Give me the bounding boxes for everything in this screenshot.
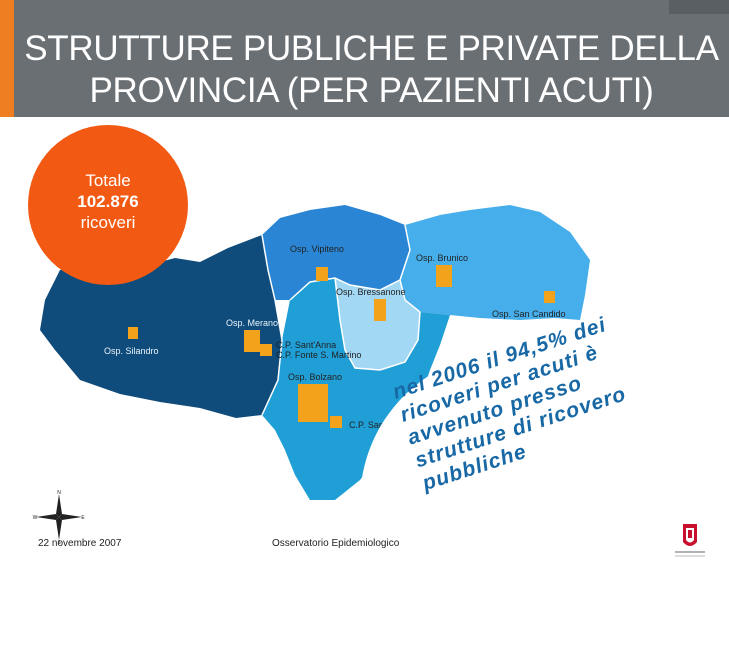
compass-w: W <box>33 515 38 521</box>
district-east <box>400 205 590 320</box>
total-admissions-badge: Totale 102.876 ricoveri <box>28 125 188 285</box>
title-accent <box>0 0 14 117</box>
marker-san-candido <box>544 291 555 303</box>
district-borders <box>261 224 421 416</box>
marker-merano <box>244 330 260 352</box>
marker-brunico <box>436 265 452 287</box>
title-line-2: PROVINCIA (PER PAZIENTI ACUTI) <box>89 71 654 110</box>
compass-s: S <box>57 540 61 544</box>
total-unit: ricoveri <box>80 213 136 232</box>
title-stripe <box>669 0 729 14</box>
compass-icon: N S E W <box>33 490 86 544</box>
hospital-label-bolzano: Osp. Bolzano <box>288 372 343 382</box>
footer-date: 22 novembre 2007 <box>38 538 122 549</box>
title-line-1: STRUTTURE PUBLICHE E PRIVATE DELLA <box>24 29 719 68</box>
district-south <box>262 278 450 500</box>
marker-merano-2 <box>260 344 272 356</box>
compass-e: E <box>81 515 85 521</box>
marker-santa-maria <box>330 416 342 428</box>
footer-organization: Osservatorio Epidemiologico <box>272 538 400 549</box>
total-value: 102.876 <box>77 192 139 211</box>
page-title: STRUTTURE PUBLICHE E PRIVATE DELLA PROVI… <box>14 28 729 112</box>
compass-n: N <box>57 490 61 496</box>
marker-vipiteno <box>316 267 328 281</box>
marker-silandro <box>128 327 138 339</box>
hospital-label-merano: Osp. Merano <box>226 318 279 328</box>
logo-icon <box>675 524 705 557</box>
marker-bressanone <box>374 299 386 321</box>
hospital-label-bressanone: Osp. Bressanone <box>336 287 406 297</box>
hospital-label-brunico: Osp. Brunico <box>416 253 469 263</box>
title-bar: STRUTTURE PUBLICHE E PRIVATE DELLA PROVI… <box>0 0 729 117</box>
hospital-label-vipiteno: Osp. Vipiteno <box>290 244 344 254</box>
district-north <box>262 205 410 300</box>
hospital-label-sant-anna: C.P. Sant'Anna <box>276 340 337 350</box>
total-label: Totale <box>85 171 131 190</box>
hospital-label-silandro: Osp. Silandro <box>104 346 159 356</box>
district-center <box>335 278 420 370</box>
hospital-label-san-candido: Osp. San Candido <box>492 309 566 319</box>
marker-bolzano-2 <box>308 385 324 397</box>
hospital-label-fonte-martino: C.P. Fonte S. Martino <box>276 350 362 360</box>
